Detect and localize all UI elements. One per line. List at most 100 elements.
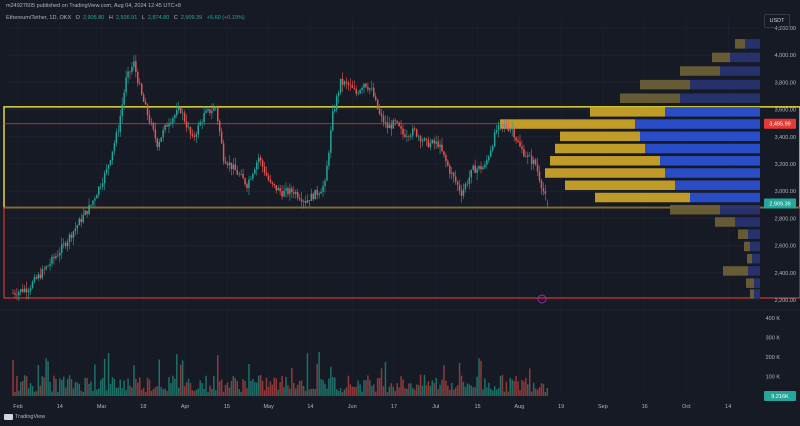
candle-body bbox=[84, 210, 86, 216]
volume-bar bbox=[191, 390, 194, 396]
candle-body bbox=[256, 162, 258, 170]
volume-bar bbox=[144, 391, 147, 396]
volume-bar bbox=[213, 375, 215, 396]
volume-bar bbox=[406, 388, 408, 396]
candle-body bbox=[51, 256, 53, 264]
currency-badge[interactable]: USDT bbox=[764, 14, 790, 28]
volume-bar bbox=[398, 387, 400, 396]
candle-body bbox=[484, 164, 486, 168]
candle-body bbox=[521, 146, 523, 150]
candle-body bbox=[263, 166, 266, 173]
volume-bar bbox=[224, 384, 227, 396]
volume-bar bbox=[203, 388, 205, 396]
volume-bar bbox=[172, 375, 174, 396]
volume-bar bbox=[18, 390, 20, 396]
candle-body bbox=[22, 289, 24, 292]
volume-bar bbox=[160, 387, 162, 396]
candle-body bbox=[460, 190, 463, 196]
volume-bar bbox=[265, 377, 268, 396]
volume-bar bbox=[164, 388, 166, 396]
volume-bar bbox=[499, 375, 502, 396]
volume-bar bbox=[218, 381, 221, 396]
volume-bar bbox=[109, 383, 112, 396]
price-markers: 3,495.99 2,909.39 9.216K bbox=[537, 118, 796, 401]
event-marker-icon[interactable] bbox=[537, 294, 547, 304]
candle-body bbox=[458, 184, 461, 191]
volume-bar bbox=[23, 375, 26, 396]
time-tick-label: Aug bbox=[514, 404, 524, 410]
candle-body bbox=[495, 130, 498, 133]
tradingview-logo[interactable]: TradingView bbox=[4, 414, 45, 420]
volume-bar bbox=[129, 385, 131, 396]
candle-body bbox=[343, 81, 346, 85]
volume-bar bbox=[394, 391, 396, 396]
volume-bar bbox=[357, 380, 359, 396]
candle-body bbox=[523, 149, 525, 157]
profile-bar-gold bbox=[500, 119, 635, 129]
volume-bar bbox=[98, 388, 100, 396]
candle-body bbox=[320, 191, 322, 194]
volume-bar bbox=[53, 375, 55, 396]
volume-bar bbox=[14, 391, 16, 396]
candle-body bbox=[279, 188, 281, 192]
candle-body bbox=[152, 122, 155, 130]
candle-body bbox=[39, 274, 42, 278]
profile-bar-gold bbox=[565, 180, 675, 191]
volume-bar bbox=[538, 387, 541, 396]
candle-body bbox=[90, 204, 92, 206]
volume-bar bbox=[76, 382, 79, 396]
volume-bar bbox=[517, 381, 519, 396]
volume-bar bbox=[152, 388, 155, 396]
candle-body bbox=[78, 218, 81, 226]
price-tick-label: 3,800.00 bbox=[775, 80, 796, 86]
candle-body bbox=[373, 87, 375, 97]
price-marker-red-label: 3,495.99 bbox=[769, 122, 790, 128]
candle-body bbox=[41, 269, 43, 278]
volume-bar bbox=[445, 380, 447, 396]
low-value: 2,874.80 bbox=[147, 15, 170, 21]
volume-bar bbox=[427, 381, 430, 396]
candle-body bbox=[374, 96, 377, 100]
candle-body bbox=[271, 182, 274, 184]
volume-bar bbox=[431, 380, 433, 396]
brand-label: TradingView bbox=[15, 414, 46, 420]
candle-body bbox=[486, 160, 488, 165]
symbol-label[interactable]: Ethereum/Tether, 1D, OKX bbox=[6, 15, 72, 21]
volume-bar bbox=[232, 375, 235, 396]
candle-body bbox=[103, 173, 106, 184]
volume-bar bbox=[261, 380, 264, 396]
volume-bar bbox=[386, 392, 389, 396]
price-marker-green bbox=[764, 198, 796, 209]
candle-body bbox=[35, 277, 38, 279]
volume-bar bbox=[92, 390, 94, 396]
volume-bar bbox=[257, 375, 260, 396]
time-tick-label: 18 bbox=[140, 404, 146, 410]
profile-bar-blue bbox=[750, 241, 760, 252]
volume-bar bbox=[25, 376, 28, 396]
candle-body bbox=[472, 165, 474, 170]
price-tick-label: 3,200.00 bbox=[775, 162, 796, 168]
time-tick-label: 15 bbox=[474, 404, 480, 410]
volume-bar bbox=[199, 380, 201, 396]
candle-body bbox=[519, 141, 521, 147]
profile-bar-blue bbox=[735, 217, 760, 227]
time-tick-label: Sep bbox=[598, 404, 608, 410]
candle-body bbox=[517, 140, 519, 142]
candle-body bbox=[499, 124, 502, 126]
volume-bar bbox=[90, 381, 92, 396]
volume-bar bbox=[246, 388, 248, 396]
volume-bar bbox=[84, 377, 86, 396]
volume-bar bbox=[166, 391, 168, 396]
candle-body bbox=[386, 122, 389, 129]
candle-body bbox=[371, 87, 373, 89]
volume-bar bbox=[285, 376, 287, 396]
volume-bar bbox=[355, 386, 357, 396]
price-tick-label: 3,400.00 bbox=[775, 135, 796, 141]
candle-body bbox=[252, 173, 254, 179]
time-tick-label: May bbox=[263, 404, 274, 410]
volume-bar bbox=[96, 389, 98, 396]
candle-body bbox=[316, 189, 318, 195]
volume-bar bbox=[318, 351, 320, 396]
candle-body bbox=[345, 81, 348, 83]
